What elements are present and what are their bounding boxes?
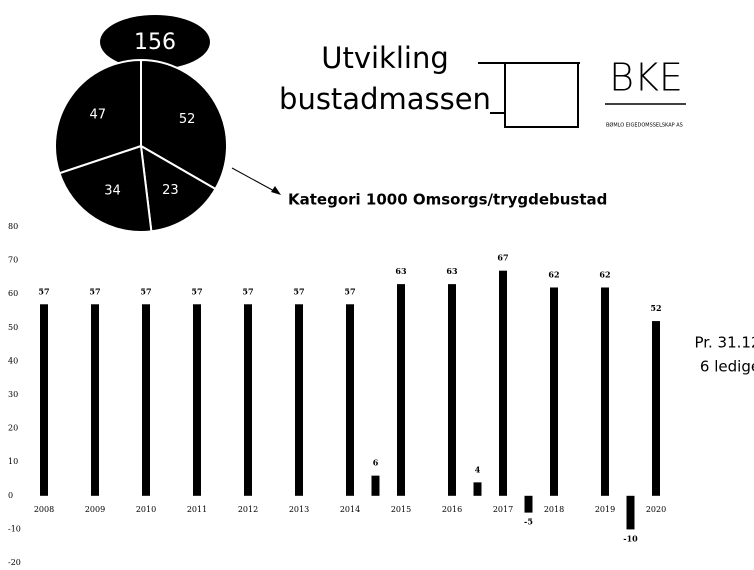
value-label: 57	[242, 286, 253, 296]
logo-frame	[478, 62, 580, 128]
x-tick-label: 2015	[391, 505, 411, 514]
x-tick-label: 2012	[238, 505, 258, 514]
value-label: -10	[623, 533, 638, 543]
value-label: 57	[38, 286, 49, 296]
bar	[499, 270, 507, 496]
x-tick-label: 2013	[289, 505, 309, 514]
bar	[473, 482, 482, 496]
note: 6 ledige	[700, 358, 754, 376]
value-label: 63	[395, 266, 407, 276]
bar	[91, 304, 99, 496]
pie-slice	[139, 144, 217, 233]
bar	[601, 287, 609, 496]
bar	[40, 304, 48, 496]
value-label: -5	[524, 517, 533, 527]
x-tick-label: 2020	[646, 505, 666, 514]
value-label: 4	[475, 464, 481, 474]
value-label: 63	[446, 266, 458, 276]
y-tick-label: 30	[8, 390, 18, 399]
value-label: 6	[373, 458, 379, 468]
arrow	[231, 167, 277, 193]
bar	[295, 304, 303, 496]
value-label: 67	[497, 253, 508, 263]
x-tick-label: 2017	[493, 505, 513, 514]
bar	[244, 304, 252, 496]
pie-total: 156	[134, 30, 176, 55]
value-label: 57	[344, 286, 355, 296]
arrow-head	[271, 186, 281, 195]
y-tick-label: 40	[8, 356, 18, 365]
slice-label: 47	[89, 107, 106, 122]
bar	[346, 304, 354, 496]
value-label: 57	[89, 286, 100, 296]
note: Pr. 31.12:	[694, 334, 754, 352]
y-tick-label: 80	[8, 222, 18, 231]
pie-slice	[140, 58, 228, 191]
y-tick-label: -10	[8, 524, 21, 533]
y-tick-label: 20	[8, 424, 18, 433]
x-tick-label: 2014	[340, 505, 360, 514]
bar	[193, 304, 201, 496]
value-label: 52	[650, 303, 661, 313]
bar	[448, 284, 456, 496]
value-label: 57	[191, 286, 202, 296]
bar	[524, 495, 533, 513]
x-tick-label: 2010	[136, 505, 156, 514]
bar	[371, 475, 380, 496]
x-tick-label: 2018	[544, 505, 564, 514]
bar	[626, 495, 635, 530]
x-tick-label: 2011	[187, 505, 207, 514]
pie-slice	[58, 144, 153, 233]
x-tick-label: 2016	[442, 505, 462, 514]
y-tick-label: 10	[8, 457, 18, 466]
logo: BKE	[609, 56, 683, 100]
y-tick-label: -20	[8, 558, 21, 567]
bar	[397, 284, 405, 496]
y-tick-label: 50	[8, 323, 18, 332]
total-bubble	[100, 15, 210, 69]
y-tick-label: 0	[8, 491, 13, 500]
slice-label: 52	[179, 112, 196, 127]
title-line: bustadmassen	[279, 82, 491, 116]
bar	[142, 304, 150, 496]
title-line: Utvikling	[321, 41, 449, 75]
value-label: 57	[293, 286, 304, 296]
value-label: 62	[548, 269, 559, 279]
chart-title: Kategori 1000 Omsorgs/trygdebustad	[288, 191, 607, 209]
bar	[652, 321, 660, 496]
value-label: 57	[140, 286, 151, 296]
x-tick-label: 2009	[85, 505, 105, 514]
x-tick-label: 2019	[595, 505, 615, 514]
bar	[550, 287, 558, 496]
logo-subtitle: BØMLO EIGEDOMSSELSKAP AS	[606, 122, 683, 129]
slice-label: 34	[104, 184, 121, 199]
slice-label: 23	[162, 183, 179, 198]
x-tick-label: 2008	[34, 505, 54, 514]
y-tick-label: 70	[8, 256, 18, 265]
value-label: 62	[599, 269, 610, 279]
pie-slice	[54, 58, 142, 175]
y-tick-label: 60	[8, 289, 18, 298]
